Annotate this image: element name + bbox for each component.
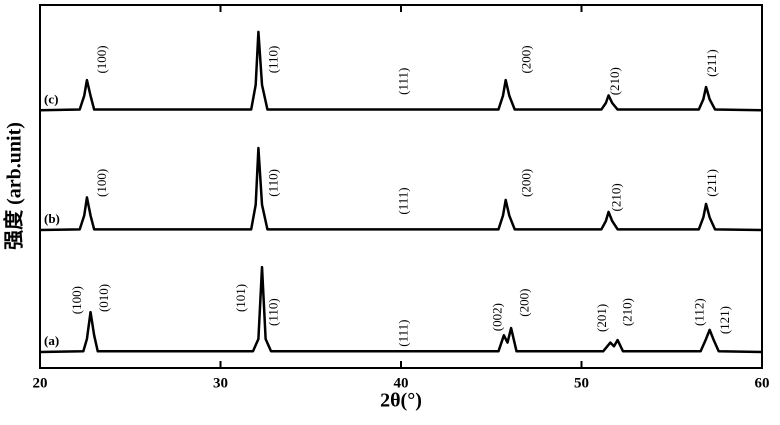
peak-label: (111) <box>396 320 411 347</box>
peak-label: (211) <box>704 169 719 197</box>
peak-label: (101) <box>233 284 248 312</box>
peak-label: (110) <box>266 46 281 74</box>
series-label: (b) <box>44 211 60 226</box>
peak-label: (100) <box>69 286 84 314</box>
peak-label: (210) <box>607 67 622 95</box>
x-tick-label: 40 <box>394 375 409 391</box>
x-tick-label: 60 <box>755 375 770 391</box>
peak-label: (200) <box>517 289 532 317</box>
series-label: (c) <box>44 91 58 106</box>
peak-label: (110) <box>266 169 281 197</box>
peak-label: (010) <box>96 284 111 312</box>
peak-label: (112) <box>692 298 707 326</box>
peak-label: (111) <box>396 187 411 214</box>
series-label: (a) <box>44 333 59 348</box>
peak-label: (210) <box>619 298 634 326</box>
x-tick-label: 20 <box>33 375 48 391</box>
y-axis-label: 强度 (arb.unit) <box>2 122 26 250</box>
chart: 2θ(°) 强度 (arb.unit) 20 30 40 50 60 (a) (b) (c) (… <box>0 0 780 425</box>
peak-label: (200) <box>518 169 533 197</box>
x-tick-label: 30 <box>213 375 228 391</box>
peak-label: (002) <box>489 303 504 331</box>
peak-label: (111) <box>396 68 411 95</box>
x-axis-label: 2θ(°) <box>380 390 422 412</box>
peak-label: (100) <box>94 45 109 73</box>
peak-label: (200) <box>518 45 533 73</box>
peak-label: (201) <box>594 304 609 332</box>
peak-label: (121) <box>717 306 732 334</box>
peak-label: (110) <box>266 298 281 326</box>
plot-frame <box>40 5 762 368</box>
peak-label: (211) <box>704 49 719 77</box>
peak-label: (210) <box>609 183 624 211</box>
x-tick-label: 50 <box>574 375 589 391</box>
peak-label: (100) <box>94 169 109 197</box>
